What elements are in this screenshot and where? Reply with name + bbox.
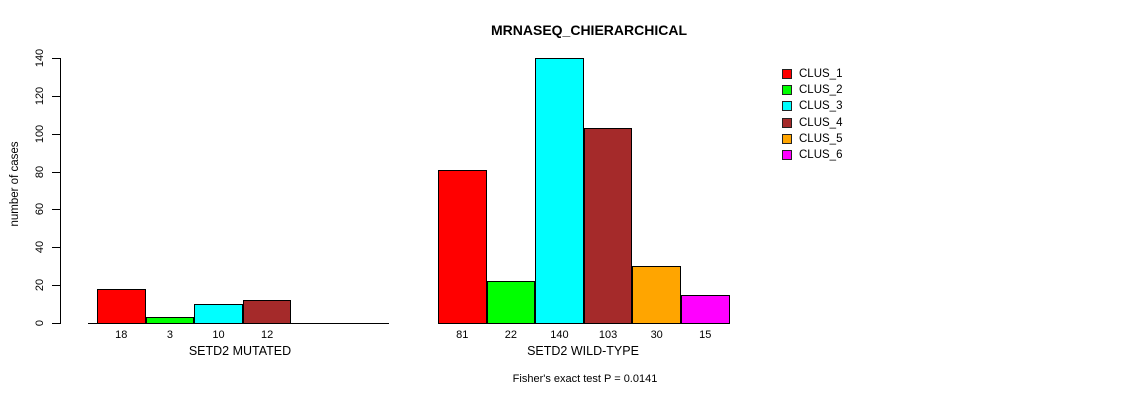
bar-value-CLUS_4-group1: 12 (260, 329, 274, 341)
bar-CLUS_5-group2 (632, 266, 681, 324)
legend-swatch-icon (782, 133, 792, 144)
y-tick-0 (52, 323, 60, 324)
y-tick-100 (52, 133, 60, 135)
y-tick-label-140: 140 (34, 48, 46, 68)
bar-value-CLUS_2-group1: 3 (166, 329, 173, 341)
bar-CLUS_3-group1 (194, 304, 243, 324)
fisher-test-annotation: Fisher's exact test P = 0.0141 (512, 373, 658, 385)
y-tick-20 (52, 285, 60, 287)
bar-value-CLUS_6-group2: 15 (699, 329, 712, 341)
legend-item-clus_4: CLUS_4 (782, 115, 842, 131)
y-axis-line (60, 58, 61, 324)
legend-label: CLUS_6 (799, 149, 843, 162)
bar-CLUS_1-group1 (97, 288, 146, 324)
legend-label: CLUS_2 (799, 84, 843, 97)
bar-value-CLUS_1-group1: 18 (115, 329, 128, 341)
bar-CLUS_1-group2 (438, 169, 487, 324)
y-tick-label-0: 0 (34, 319, 46, 327)
legend-label: CLUS_4 (799, 116, 843, 129)
legend-item-clus_5: CLUS_5 (782, 131, 842, 147)
bar-CLUS_4-group1 (242, 300, 292, 324)
y-tick-label-60: 60 (34, 203, 46, 216)
legend: CLUS_1 CLUS_2 CLUS_3 CLUS_4 CLUS_5 CLUS_6 (782, 66, 842, 163)
y-tick-label-120: 120 (34, 86, 46, 106)
y-tick-60 (52, 209, 60, 211)
legend-swatch-icon (782, 150, 792, 161)
legend-item-clus_1: CLUS_1 (782, 66, 842, 82)
bar-CLUS_2-group2 (486, 281, 536, 324)
bar-value-CLUS_3-group1: 10 (212, 329, 225, 341)
y-tick-label-80: 80 (34, 165, 46, 178)
bar-CLUS_2-group1 (145, 317, 195, 324)
y-tick-40 (52, 247, 60, 249)
legend-swatch-icon (782, 69, 792, 80)
legend-label: CLUS_3 (799, 100, 843, 113)
bar-CLUS_4-group2 (583, 128, 633, 324)
legend-swatch-icon (782, 101, 792, 112)
legend-swatch-icon (782, 117, 792, 128)
bar-value-CLUS_3-group2: 140 (550, 329, 569, 341)
legend-item-clus_2: CLUS_2 (782, 82, 842, 98)
y-tick-120 (52, 95, 60, 97)
legend-label: CLUS_5 (799, 132, 843, 145)
legend-item-clus_6: CLUS_6 (782, 147, 842, 163)
y-axis-label: number of cases (9, 141, 21, 227)
chart-title: MRNASEQ_CHIERARCHICAL (490, 22, 688, 38)
group-label-setd2-mutated: SETD2 MUTATED (188, 344, 292, 358)
y-tick-label-100: 100 (34, 124, 46, 143)
bar-CLUS_3-group2 (535, 58, 584, 324)
y-tick-140 (52, 58, 60, 59)
bar-value-CLUS_5-group2: 30 (650, 329, 663, 341)
y-tick-80 (52, 171, 60, 173)
group-label-setd2-wild-type: SETD2 WILD-TYPE (527, 344, 639, 358)
bar-value-CLUS_2-group2: 22 (504, 329, 518, 341)
bar-CLUS_6-group2 (681, 294, 730, 324)
y-tick-label-20: 20 (34, 279, 46, 292)
legend-item-clus_3: CLUS_3 (782, 98, 842, 114)
legend-swatch-icon (782, 85, 792, 96)
bar-value-CLUS_4-group2: 103 (598, 329, 618, 341)
bar-value-CLUS_1-group2: 81 (456, 329, 469, 341)
y-tick-label-40: 40 (34, 241, 46, 254)
legend-label: CLUS_1 (799, 68, 843, 81)
